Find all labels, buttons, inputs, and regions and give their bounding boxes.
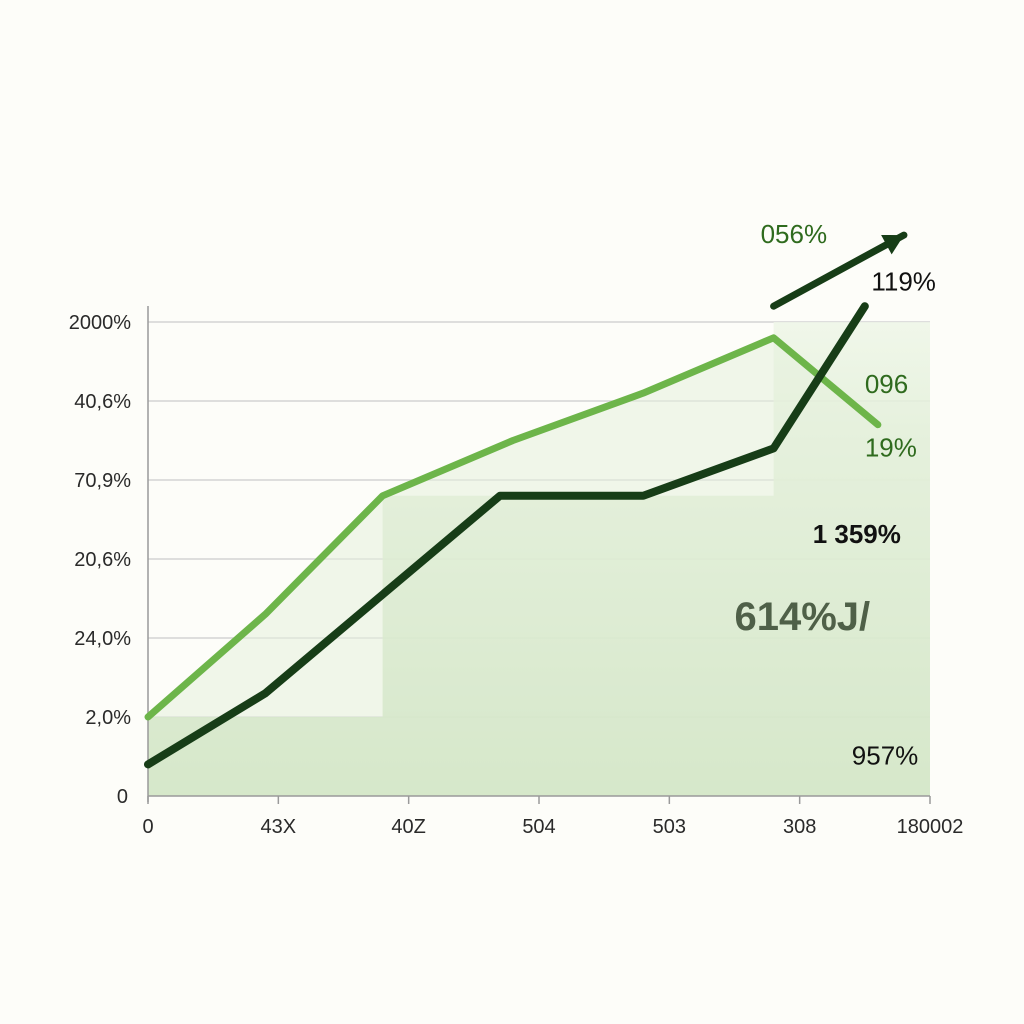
x-tick-labels: 0 43X 40Z 504 503 308 180002 [142,816,963,838]
data-label: 056% [761,219,828,249]
x-tick-label: 40Z [391,816,425,838]
x-tick-label: 0 [142,816,153,838]
area-fill [148,322,930,796]
trend-arrow-head [881,235,904,255]
y-tick-labels: 0 2,0% 24,0% 20,6% 70,9% 40,6% 2000% [69,312,131,808]
x-tick-label: 308 [783,816,816,838]
x-tick-label: 504 [522,816,555,838]
series-lines [144,231,908,769]
trend-arrow-shaft [770,231,908,310]
x-tick-label: 180002 [897,816,964,838]
y-tick-label: 2,0% [85,707,131,729]
data-label: 1 359% [813,519,901,549]
series-line-light [144,334,882,721]
x-tick-label: 43X [261,816,297,838]
y-tick-label: 24,0% [74,628,131,650]
y-tick-label: 40,6% [74,391,131,413]
data-label: 19% [865,432,917,462]
y-tick-label: 70,9% [74,470,131,492]
y-tick-label: 2000% [69,312,131,334]
area-fill-wash [148,337,930,796]
data-label: 957% [852,740,919,770]
x-tick-label: 503 [653,816,686,838]
data-label: 614%J/ [735,595,871,639]
data-label: 119% [871,266,936,296]
series-line-dark [144,302,869,769]
y-tick-label: 20,6% [74,549,131,571]
data-label: 096 [865,369,908,399]
y-tick-label: 0 [117,786,128,808]
data-annotations: 056% 119% 096 19% 1 359% 614%J/957% [735,219,936,770]
